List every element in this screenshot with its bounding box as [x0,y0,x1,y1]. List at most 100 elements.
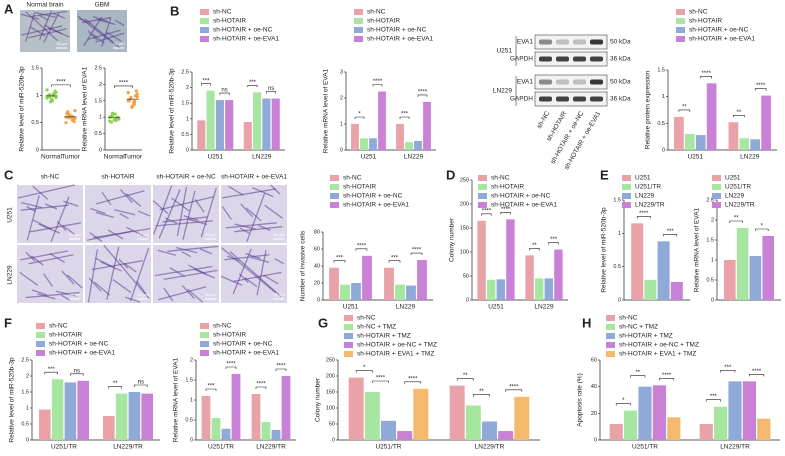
y-tick-label: 0 [99,147,102,153]
legend-label: sh-HOTAIR + TMZ [619,333,673,340]
panel-letter: E [600,167,609,182]
y-axis-label: Relative level of miR-520b-3p [169,68,176,154]
bar [750,139,761,150]
y-tick-label: 1.5 [181,101,189,107]
blot-kda: 36 kDa [610,56,631,63]
legend-label: sh-HOTAIR [49,332,82,339]
y-axis-label: Relative level of miR-520b-3p [9,357,16,443]
x-tick-label: LN229/TR [720,444,750,451]
bar [631,223,644,300]
legend-swatch [478,175,487,181]
y-axis-label: Colony number [315,377,322,422]
sig-bracket [247,84,258,88]
sig-bracket [630,375,646,378]
texture [19,250,69,261]
y-tick-label: 100 [326,405,335,411]
panel-letter: G [318,315,328,330]
y-tick-label: 60 [591,357,597,363]
legend-label: U251/TR [725,184,751,191]
y-tick-label: 0 [594,437,597,443]
texture [44,203,58,210]
sig-label: **** [412,248,422,254]
bar [369,138,377,150]
blot-row: EVA1 [517,79,534,86]
bar [215,100,224,150]
bar [670,282,683,300]
band [539,79,552,85]
bar [465,405,481,440]
bar [141,393,153,440]
x-tick-label: Tumor [61,154,80,161]
texture [200,187,217,238]
blot-frame [534,91,608,107]
y-tick-label: 1 [190,397,193,403]
blot-kda: 36 kDa [610,96,631,103]
bar [544,278,553,300]
sig-bracket [355,248,368,251]
y-tick-label: 0 [711,297,714,303]
sig-label: **** [639,211,649,217]
bar [115,393,128,440]
texture [96,190,145,205]
texture [124,262,137,273]
sig-bracket [505,389,523,392]
legend-swatch [344,324,353,330]
point [73,109,77,113]
texture [270,184,281,195]
sig-bracket [663,234,678,237]
bar [652,385,666,440]
x-tick-label: LN229 [534,304,554,311]
bar [413,388,429,440]
band [539,56,552,62]
sig-bracket [333,260,346,263]
bar [667,417,681,440]
legend-swatch [200,9,209,15]
legend-label: U251 [725,175,741,182]
sig-label: **** [56,79,66,85]
band [590,79,603,85]
legend-swatch [36,350,45,356]
y-tick-label: 250 [460,177,469,183]
sig-bracket [355,370,373,373]
x-tick-label: LN229 [396,304,416,311]
texture [126,226,145,237]
legend-swatch [330,175,339,181]
texture [25,291,80,299]
texture [188,218,208,226]
texture [31,289,48,296]
scale-label: 50 μm [113,41,125,46]
sig-bracket [372,380,389,383]
scale-label: 50 μm [273,292,285,297]
bar [384,267,394,300]
sig-bracket [354,116,365,119]
panel-letter: D [446,167,455,182]
legend-label: sh-HOTAIR + TMZ [357,333,411,340]
sig-label: **** [418,89,428,95]
bar [728,122,739,150]
sig-label: **** [482,208,492,214]
bar [364,392,380,440]
y-tick-label: 150 [460,225,469,231]
legend-swatch [478,193,487,199]
sig-label: *** [710,394,718,400]
texture [153,185,173,235]
bar [535,278,544,300]
point [108,119,112,123]
legend-swatch [354,9,363,15]
texture [157,249,176,256]
y-tick-label: 0.5 [21,421,29,427]
y-tick-label: 200 [460,201,469,207]
legend-label: sh-HOTAIR + EVA1 + TMZ [357,351,434,358]
texture [176,186,188,236]
y-axis-label: Relative level of miR-520b-3p [19,66,26,152]
sig-bracket [201,83,211,86]
bar [724,260,736,300]
texture [114,19,125,26]
legend-swatch [606,342,615,348]
legend-swatch [676,27,685,33]
sig-label: **** [276,364,286,370]
sig-label: ** [113,381,118,387]
x-tick-label: U251 [361,154,377,161]
point [53,89,57,93]
y-tick-label: 0 [317,297,320,303]
